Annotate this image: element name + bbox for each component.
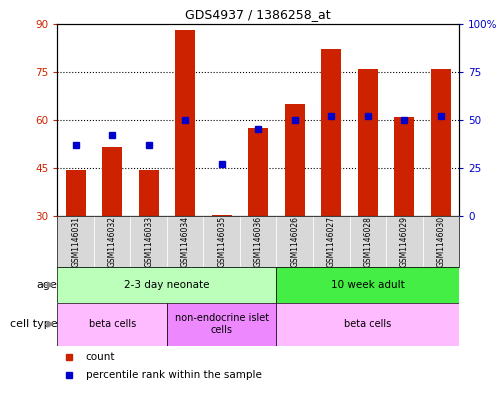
Bar [313,216,349,267]
Bar [57,267,276,303]
Bar [102,147,122,216]
Text: beta cells: beta cells [88,319,136,329]
Bar [167,216,204,267]
Bar [57,303,167,346]
Bar [386,216,423,267]
Title: GDS4937 / 1386258_at: GDS4937 / 1386258_at [186,8,331,21]
Text: 2-3 day neonate: 2-3 day neonate [124,280,210,290]
Text: cell type: cell type [10,319,57,329]
Bar [358,68,378,216]
Text: GSM1146030: GSM1146030 [436,216,445,267]
Bar [276,303,459,346]
Bar [167,303,276,346]
Bar [57,216,94,267]
Text: GSM1146029: GSM1146029 [400,216,409,267]
Bar [321,49,341,216]
Bar [349,216,386,267]
Bar [394,117,414,216]
Bar [204,216,240,267]
Text: GSM1146033: GSM1146033 [144,216,153,267]
Text: GSM1146031: GSM1146031 [71,216,80,267]
Text: GSM1146034: GSM1146034 [181,216,190,267]
Bar [130,216,167,267]
Bar [423,216,459,267]
Text: GSM1146032: GSM1146032 [108,216,117,267]
Text: age: age [36,280,57,290]
Text: GSM1146028: GSM1146028 [363,216,372,267]
Bar [139,170,159,216]
Bar [240,216,276,267]
Bar [276,216,313,267]
Text: GSM1146036: GSM1146036 [253,216,263,267]
Bar [94,216,130,267]
Text: GSM1146035: GSM1146035 [217,216,226,267]
Bar [285,104,305,216]
Text: percentile rank within the sample: percentile rank within the sample [85,370,261,380]
Text: 10 week adult: 10 week adult [331,280,405,290]
Bar [65,170,86,216]
Bar [175,30,195,216]
Bar [212,215,232,216]
Text: GSM1146026: GSM1146026 [290,216,299,267]
Text: count: count [85,352,115,362]
Bar [276,267,459,303]
Text: non-endocrine islet
cells: non-endocrine islet cells [175,314,269,335]
Text: GSM1146027: GSM1146027 [327,216,336,267]
Bar [248,128,268,216]
Bar [431,68,451,216]
Text: beta cells: beta cells [344,319,391,329]
